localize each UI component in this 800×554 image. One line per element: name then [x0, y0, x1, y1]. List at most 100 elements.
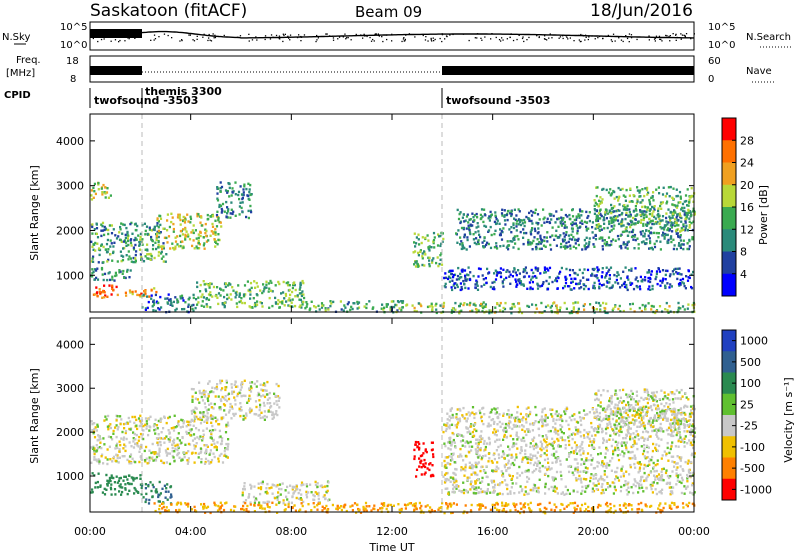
heatmap-cell	[545, 449, 548, 452]
heatmap-cell	[151, 239, 154, 243]
heatmap-cell	[276, 498, 279, 501]
heatmap-cell	[91, 271, 94, 275]
heatmap-cell	[158, 450, 161, 453]
heatmap-cell	[111, 438, 114, 441]
nsearch-point	[124, 40, 126, 42]
heatmap-cell	[491, 287, 494, 290]
heatmap-cell	[452, 479, 455, 482]
heatmap-cell	[189, 221, 192, 224]
heatmap-cell	[184, 502, 187, 505]
heatmap-cell	[209, 511, 212, 515]
heatmap-cell	[184, 443, 187, 446]
heatmap-cell	[421, 257, 424, 260]
heatmap-cell	[687, 208, 690, 212]
nsearch-point	[337, 38, 339, 40]
heatmap-cell	[110, 224, 113, 227]
heatmap-cell	[652, 305, 655, 308]
heatmap-cell	[456, 285, 459, 289]
heatmap-cell	[165, 506, 168, 509]
heatmap-cell	[117, 461, 120, 464]
heatmap-cell	[548, 276, 551, 279]
heatmap-cell	[543, 271, 546, 274]
heatmap-cell	[114, 493, 117, 496]
heatmap-cell	[481, 274, 484, 277]
heatmap-cell	[191, 229, 194, 232]
heatmap-cell	[422, 442, 425, 445]
heatmap-cell	[669, 493, 672, 496]
heatmap-cell	[607, 236, 611, 239]
nsky-label: N.Sky	[2, 32, 30, 43]
heatmap-cell	[222, 397, 225, 400]
heatmap-cell	[672, 272, 675, 276]
heatmap-cell	[263, 286, 266, 289]
heatmap-cell	[140, 255, 143, 259]
heatmap-cell	[202, 244, 205, 247]
heatmap-cell	[645, 210, 648, 213]
heatmap-cell	[649, 247, 652, 250]
heatmap-cell	[110, 487, 113, 491]
heatmap-cell	[262, 394, 265, 397]
heatmap-cell	[624, 480, 627, 483]
heatmap-cell	[606, 504, 609, 508]
heatmap-cell	[527, 503, 530, 506]
heatmap-cell	[609, 188, 612, 191]
heatmap-cell	[345, 509, 348, 513]
nsearch-point	[425, 36, 427, 38]
heatmap-cell	[482, 245, 485, 248]
heatmap-cell	[630, 445, 633, 449]
heatmap-cell	[172, 429, 176, 432]
heatmap-cell	[221, 202, 225, 206]
heatmap-cell	[589, 454, 593, 457]
heatmap-cell	[539, 509, 542, 513]
heatmap-cell	[572, 245, 575, 248]
nsearch-point	[202, 36, 204, 38]
heatmap-cell	[132, 479, 135, 482]
heatmap-cell	[615, 278, 618, 282]
heatmap-cell	[523, 218, 526, 222]
heatmap-cell	[185, 235, 188, 238]
heatmap-cell	[501, 492, 504, 496]
heatmap-cell	[632, 222, 635, 225]
heatmap-cell	[446, 507, 449, 510]
heatmap-cell	[451, 279, 454, 282]
heatmap-cell	[229, 283, 232, 286]
heatmap-cell	[220, 439, 224, 443]
heatmap-cell	[181, 308, 184, 311]
heatmap-cell	[454, 308, 457, 311]
heatmap-cell	[417, 441, 420, 444]
heatmap-cell	[679, 244, 682, 247]
heatmap-cell	[230, 201, 233, 204]
heatmap-cell	[280, 292, 283, 295]
heatmap-cell	[299, 281, 302, 285]
heatmap-cell	[275, 394, 278, 398]
heatmap-cell	[275, 382, 278, 386]
heatmap-cell	[688, 245, 691, 248]
heatmap-cell	[594, 201, 597, 205]
heatmap-cell	[422, 464, 425, 468]
heatmap-cell	[401, 306, 404, 309]
heatmap-cell	[201, 293, 204, 296]
heatmap-cell	[101, 273, 104, 276]
heatmap-cell	[593, 267, 596, 271]
heatmap-cell	[223, 301, 226, 305]
heatmap-cell	[241, 197, 244, 201]
heatmap-cell	[682, 228, 685, 231]
heatmap-cell	[324, 485, 327, 488]
heatmap-cell	[611, 210, 614, 213]
heatmap-cell	[510, 307, 513, 310]
heatmap-cell	[597, 204, 600, 208]
heatmap-cell	[106, 187, 109, 190]
heatmap-cell	[162, 227, 165, 230]
heatmap-cell	[137, 417, 141, 420]
heatmap-cell	[249, 483, 252, 487]
heatmap-cell	[537, 231, 540, 234]
heatmap-cell	[91, 268, 94, 271]
heatmap-cell	[120, 437, 123, 440]
heatmap-cell	[603, 239, 606, 242]
heatmap-cell	[386, 504, 389, 508]
heatmap-cell	[650, 308, 653, 311]
nsearch-point	[315, 40, 317, 43]
nsearch-tick-top: 10^5	[708, 22, 735, 33]
heatmap-cell	[567, 234, 570, 237]
heatmap-cell	[644, 279, 647, 282]
